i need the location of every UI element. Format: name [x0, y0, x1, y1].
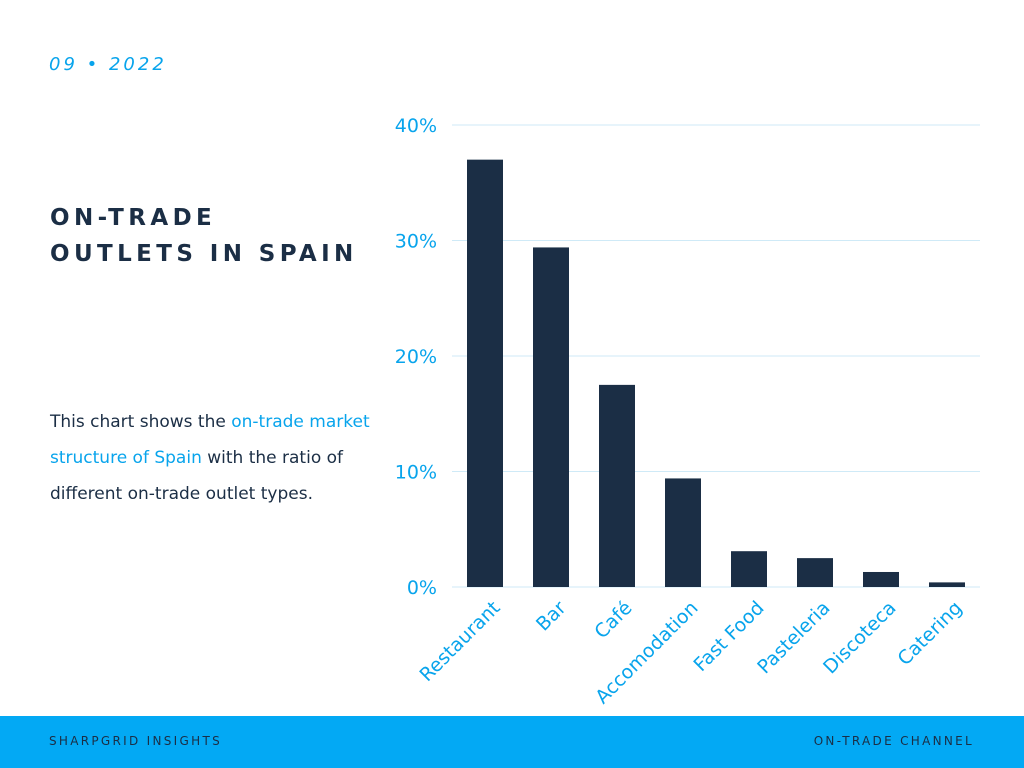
x-tick-label: Discoteca [819, 597, 900, 678]
x-tick-label: Bar [532, 597, 571, 636]
bar [929, 582, 965, 587]
report-date: 09 • 2022 [49, 54, 167, 75]
footer-section: ON-TRADE CHANNEL [813, 734, 974, 748]
bar-chart: 0%10%20%30%40%Restaurant Bar CaféAccomodat… [395, 115, 980, 708]
bar [863, 571, 899, 587]
footer-bar: SHARPGRID INSIGHTS ON-TRADE CHANNEL [0, 716, 1024, 768]
bar [797, 558, 833, 587]
page-title: ON-TRADE OUTLETS IN SPAIN [50, 200, 380, 272]
x-tick-label: Restaurant [415, 597, 504, 686]
y-tick-label: 10% [395, 462, 437, 484]
description-text-end: with the ratio of different on-trade out… [50, 448, 344, 504]
bar [665, 478, 701, 587]
x-tick-label: Catering [894, 597, 967, 670]
footer-brand: SHARPGRID INSIGHTS [49, 734, 222, 748]
title-line-1: ON-TRADE [50, 205, 217, 231]
description-text: This chart shows the [50, 412, 232, 432]
title-line-2: OUTLETS IN SPAIN [50, 241, 358, 267]
bar [599, 384, 635, 587]
chart-description: This chart shows the on-trade market str… [50, 404, 380, 512]
description-highlight: on-trade market structure of Spain [50, 412, 370, 468]
y-tick-label: 40% [395, 115, 437, 137]
y-tick-label: 0% [407, 577, 437, 599]
x-tick-label: Café [590, 597, 636, 643]
bar [467, 159, 503, 587]
y-tick-label: 20% [395, 346, 437, 368]
bar [731, 551, 767, 587]
y-tick-label: 30% [395, 231, 437, 253]
bar [533, 247, 569, 587]
